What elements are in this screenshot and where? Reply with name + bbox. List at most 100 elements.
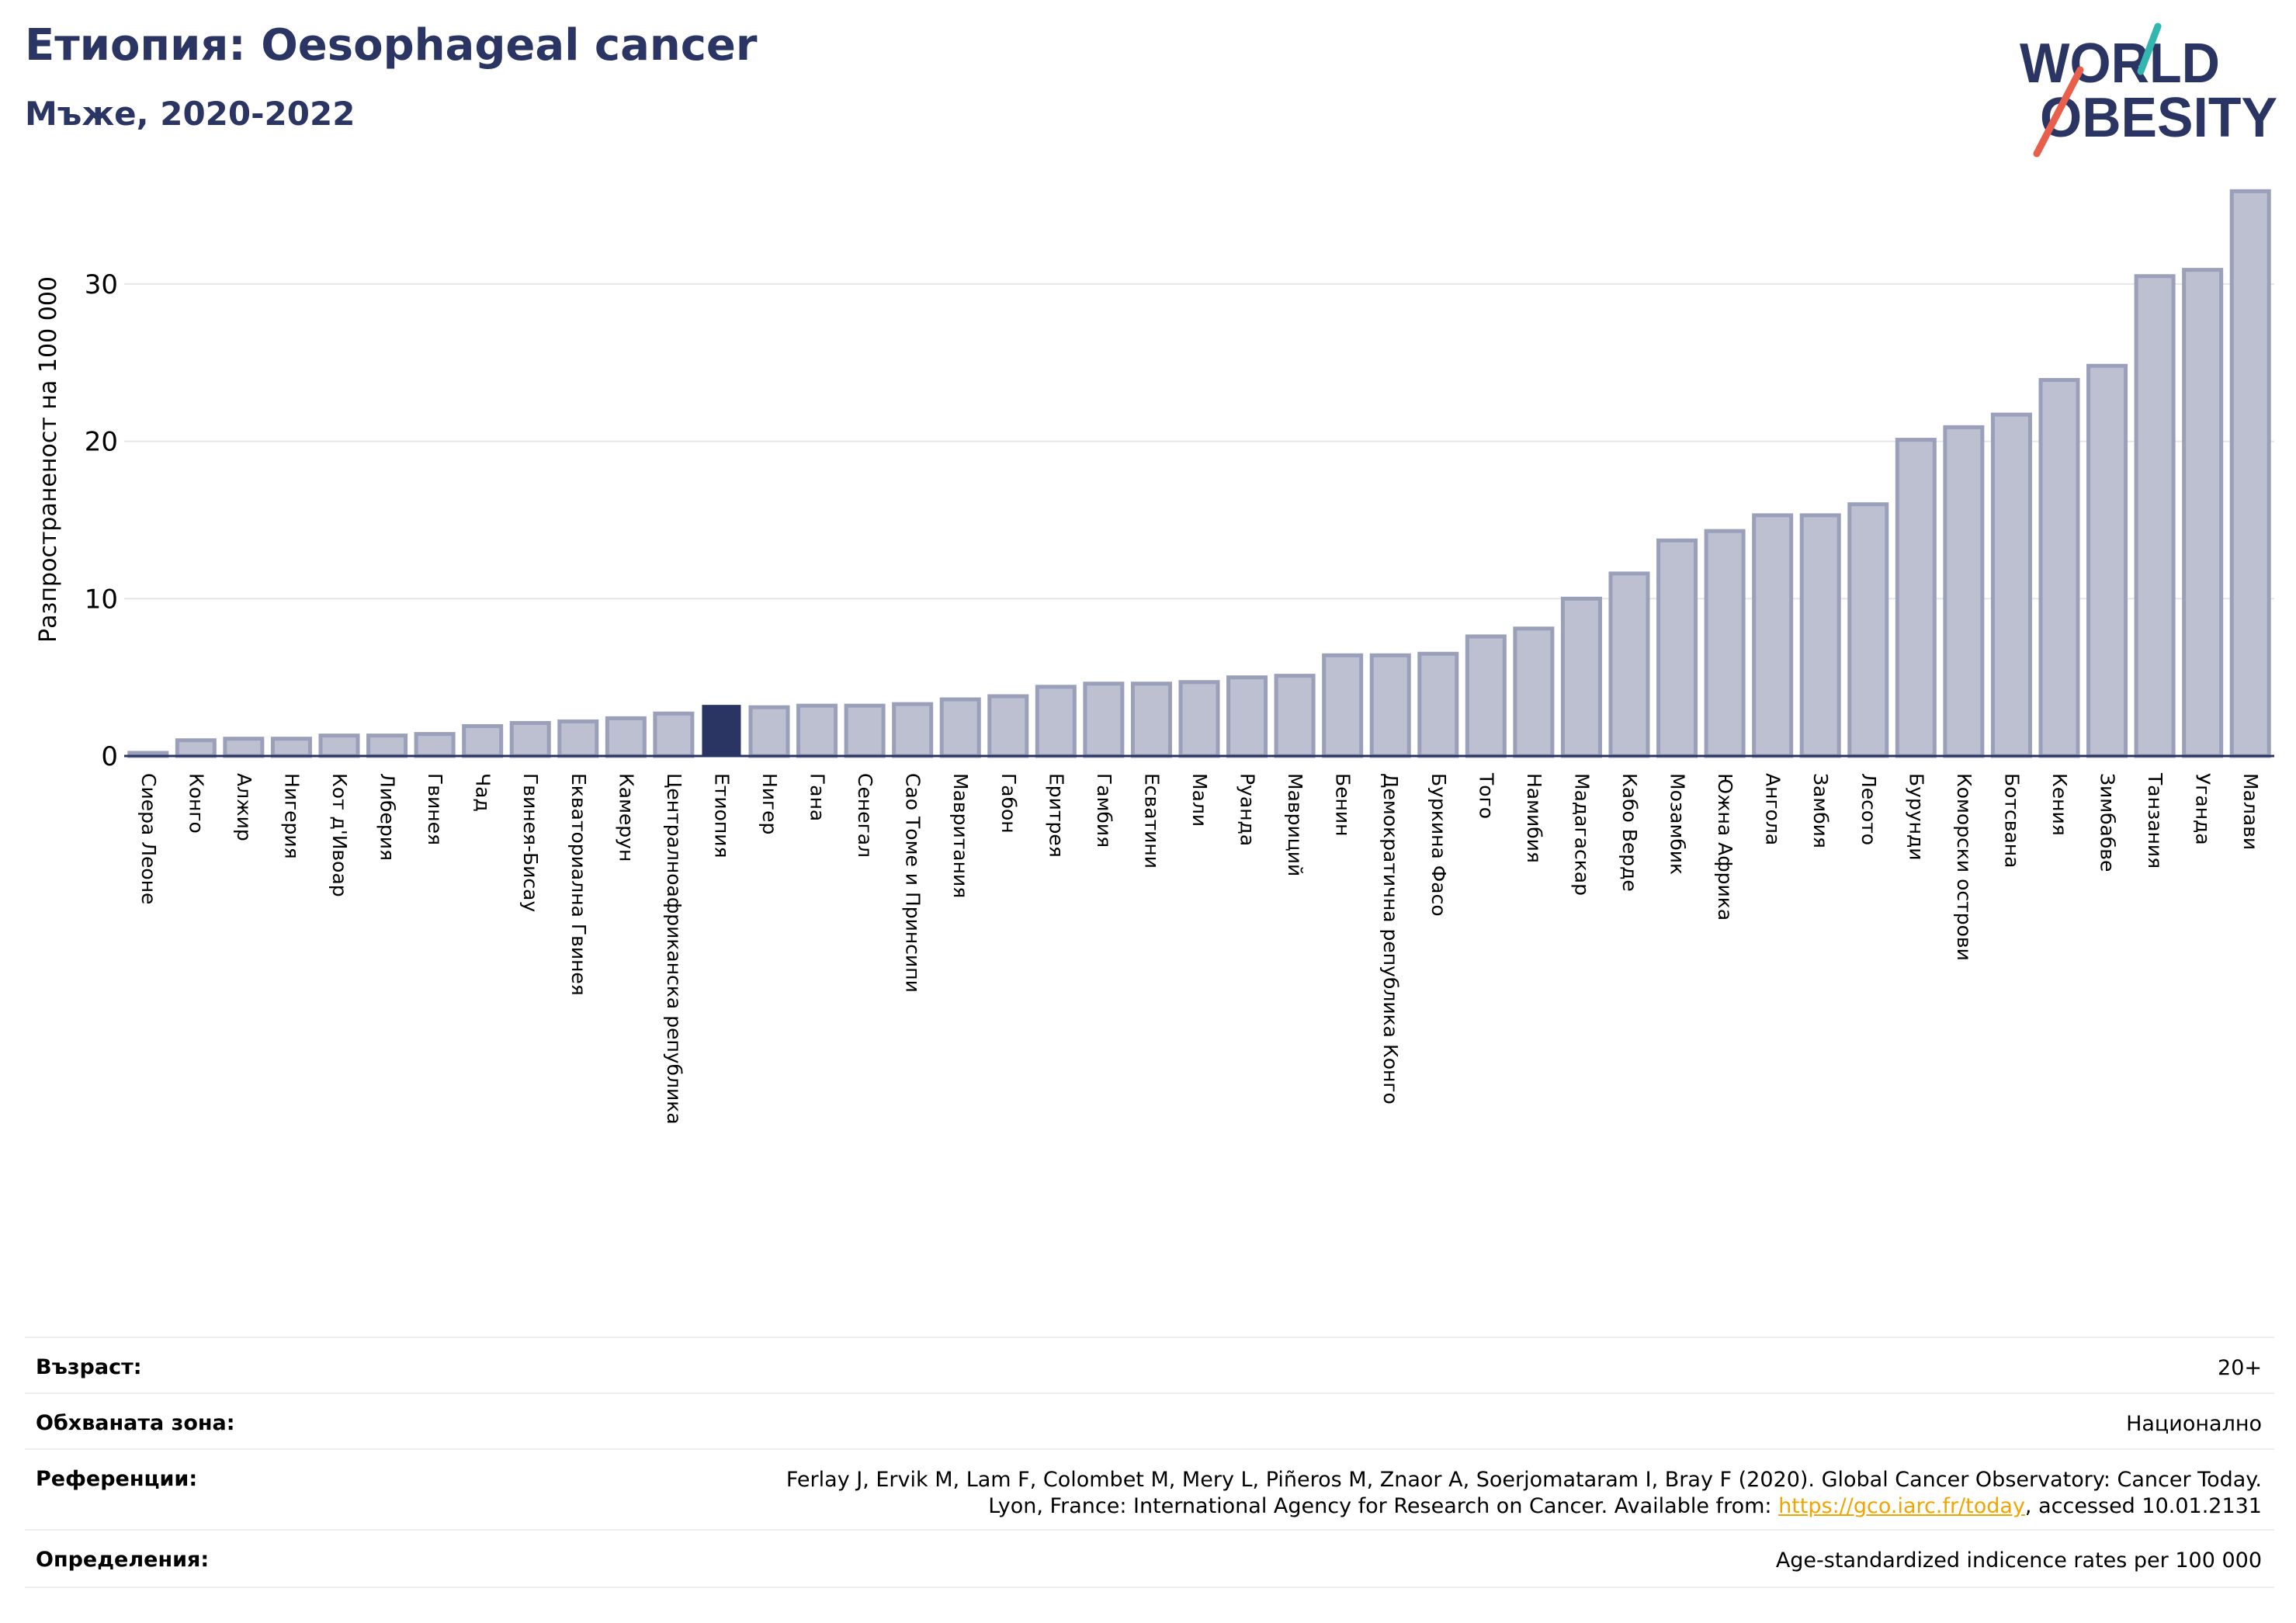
bar bbox=[2229, 189, 2271, 758]
bar bbox=[987, 694, 1029, 758]
bar bbox=[844, 703, 886, 758]
x-tick-label: Ботсвана bbox=[2000, 773, 2023, 868]
info-label-definitions: Определения: bbox=[36, 1548, 210, 1572]
bar bbox=[1035, 685, 1077, 758]
bar bbox=[796, 703, 838, 758]
reference-line-2-pre: Lyon, France: International Agency for R… bbox=[988, 1494, 1779, 1518]
bar bbox=[1178, 680, 1220, 758]
bars bbox=[127, 189, 2271, 758]
x-tick-label: Либерия bbox=[376, 773, 399, 861]
bar bbox=[1608, 571, 1650, 758]
bar bbox=[1130, 681, 1172, 758]
bar bbox=[509, 720, 551, 758]
x-tick-label: Ангола bbox=[1762, 773, 1784, 845]
info-label-references: Референции: bbox=[36, 1467, 198, 1491]
reference-link[interactable]: https://gco.iarc.fr/today bbox=[1778, 1494, 2025, 1518]
y-axis-label: Разпространеност на 100 000 bbox=[35, 276, 62, 643]
x-tick-label: Гана bbox=[806, 773, 829, 821]
x-tick-label: Сенегал bbox=[854, 773, 876, 858]
x-tick-label: Руанда bbox=[1236, 773, 1259, 846]
info-row-definitions: Определения: Age-standardized indicence … bbox=[25, 1529, 2274, 1588]
x-tick-label: Зимбабве bbox=[2097, 773, 2119, 872]
bar bbox=[1513, 626, 1555, 758]
x-tick-label: Конго bbox=[185, 773, 207, 834]
bar-chart: 0 10 20 30 Сиера Леоне Конго Алжир Нигерия Кот … bbox=[35, 189, 2274, 1125]
x-tick-label: Сао Томе и Принсипи bbox=[902, 773, 924, 993]
bar bbox=[939, 697, 981, 758]
x-tick-label: Мавриций bbox=[1284, 773, 1306, 876]
bar bbox=[462, 723, 504, 758]
x-tick-label: Кот д'Ивоар bbox=[328, 773, 351, 897]
logo-slash-coral bbox=[2033, 66, 2084, 158]
x-tick-label: Мавритания bbox=[949, 773, 972, 898]
x-tick-label: Замбия bbox=[1809, 773, 1832, 848]
x-tick-label: Мозамбик bbox=[1667, 773, 1689, 875]
reference-line-1: Ferlay J, Ervik M, Lam F, Colombet M, Me… bbox=[786, 1468, 2262, 1492]
x-tick-label: Гвинея-Бисау bbox=[519, 773, 542, 912]
x-tick-label: Екваториална Гвинея bbox=[567, 773, 590, 996]
x-tick-label: Мадагаскар bbox=[1570, 773, 1593, 896]
bar bbox=[1895, 438, 1937, 758]
bar bbox=[1369, 653, 1411, 758]
x-tick-label: Мали bbox=[1188, 773, 1211, 827]
chart-subtitle: Мъже, 2020-2022 bbox=[25, 95, 355, 133]
info-row-area: Обхваната зона: Национално bbox=[25, 1392, 2274, 1448]
bar bbox=[414, 732, 456, 758]
bar bbox=[557, 719, 599, 758]
x-tick-label: Етиопия bbox=[710, 773, 733, 858]
x-tick-label: Алжир bbox=[233, 773, 255, 841]
x-tick-label: Буркина Фасо bbox=[1427, 773, 1450, 917]
bar bbox=[605, 716, 647, 758]
x-tick-label: Еритрея bbox=[1045, 773, 1067, 858]
bar bbox=[2182, 268, 2224, 758]
y-tick-label: 10 bbox=[85, 584, 118, 615]
x-tick-label: Бурунди bbox=[1905, 773, 1927, 861]
info-value-area: Национално bbox=[2126, 1412, 2262, 1436]
x-tick-label: Чад bbox=[472, 773, 494, 812]
x-tick-label: Кабо Верде bbox=[1618, 773, 1641, 892]
bar bbox=[1799, 513, 1841, 758]
x-tick-label: Того bbox=[1475, 772, 1497, 819]
y-tick-labels: 0 10 20 30 bbox=[85, 269, 118, 772]
x-tick-label: Кения bbox=[2048, 773, 2071, 836]
x-tick-label: Малави bbox=[2239, 773, 2262, 850]
y-tick-label: 30 bbox=[85, 269, 118, 300]
bar bbox=[366, 733, 408, 758]
bar bbox=[1083, 681, 1125, 758]
info-row-references: Референции: Ferlay J, Ervik M, Lam F, Co… bbox=[25, 1448, 2274, 1529]
info-value-age: 20+ bbox=[2218, 1356, 2262, 1380]
bar bbox=[1943, 425, 1985, 758]
bar bbox=[1274, 674, 1316, 758]
reference-line-2: Lyon, France: International Agency for R… bbox=[25, 1493, 2262, 1520]
bar bbox=[748, 705, 790, 758]
bar bbox=[2038, 378, 2080, 758]
info-table: Възраст: 20+ Обхваната зона: Национално … bbox=[25, 1337, 2274, 1588]
logo-slash-teal bbox=[2137, 23, 2162, 75]
x-tick-label: Демократична република Конго bbox=[1379, 773, 1402, 1105]
bar bbox=[702, 705, 741, 757]
x-tick-label: Лесото bbox=[1857, 773, 1880, 845]
x-tick-label: Гамбия bbox=[1093, 773, 1115, 848]
bar bbox=[175, 738, 217, 758]
x-tick-label: Нигер bbox=[758, 773, 781, 834]
x-tick-label: Намибия bbox=[1523, 773, 1545, 863]
bar bbox=[1704, 529, 1746, 758]
bar bbox=[2134, 274, 2176, 758]
y-tick-label: 0 bbox=[101, 741, 118, 772]
logo-text-world: WORLD bbox=[2020, 33, 2220, 95]
bar bbox=[318, 733, 360, 758]
info-value-definitions: Age-standardized indicence rates per 100… bbox=[1775, 1548, 2262, 1573]
info-row-age: Възраст: 20+ bbox=[25, 1337, 2274, 1392]
x-tick-label: Камерун bbox=[615, 773, 637, 862]
x-tick-label: Сиера Леоне bbox=[137, 773, 160, 904]
x-tick-label: Централноафриканска република bbox=[663, 773, 685, 1125]
x-tick-labels: Сиера Леоне Конго Алжир Нигерия Кот д'Ивоар Л… bbox=[137, 772, 2262, 1125]
bar bbox=[1322, 653, 1364, 758]
bar bbox=[1752, 513, 1794, 758]
bar bbox=[1990, 412, 2032, 758]
bar bbox=[653, 711, 695, 758]
x-tick-label: Южна Африка bbox=[1714, 773, 1736, 921]
bar bbox=[223, 737, 265, 758]
info-label-area: Обхваната зона: bbox=[36, 1411, 235, 1435]
x-tick-label: Коморски острови bbox=[1953, 773, 1975, 961]
